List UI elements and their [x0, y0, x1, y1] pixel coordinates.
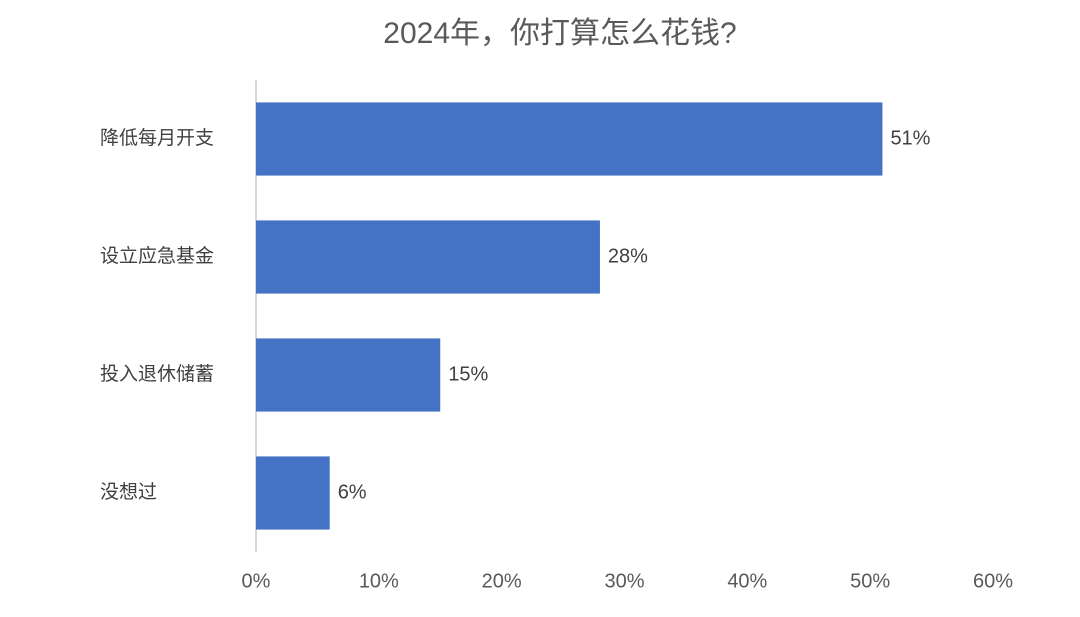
chart-title: 2024年，你打算怎么花钱?	[383, 17, 736, 50]
x-tick-label: 10%	[359, 570, 399, 592]
data-label: 6%	[338, 481, 367, 503]
y-tick-label: 设立应急基金	[100, 245, 214, 267]
data-label: 15%	[448, 363, 488, 385]
bar	[256, 456, 330, 530]
data-label: 28%	[608, 245, 648, 267]
x-tick-label: 60%	[973, 570, 1013, 592]
y-tick-label: 投入退休储蓄	[100, 363, 214, 385]
bar	[256, 338, 441, 412]
data-label: 51%	[890, 127, 930, 149]
bar	[256, 220, 600, 294]
y-tick-label: 降低每月开支	[100, 127, 214, 149]
x-tick-label: 30%	[604, 570, 644, 592]
x-tick-label: 0%	[242, 570, 271, 592]
x-tick-label: 50%	[850, 570, 890, 592]
bar	[256, 102, 883, 176]
x-tick-label: 20%	[482, 570, 522, 592]
x-tick-label: 40%	[727, 570, 767, 592]
y-tick-label: 没想过	[100, 481, 157, 503]
